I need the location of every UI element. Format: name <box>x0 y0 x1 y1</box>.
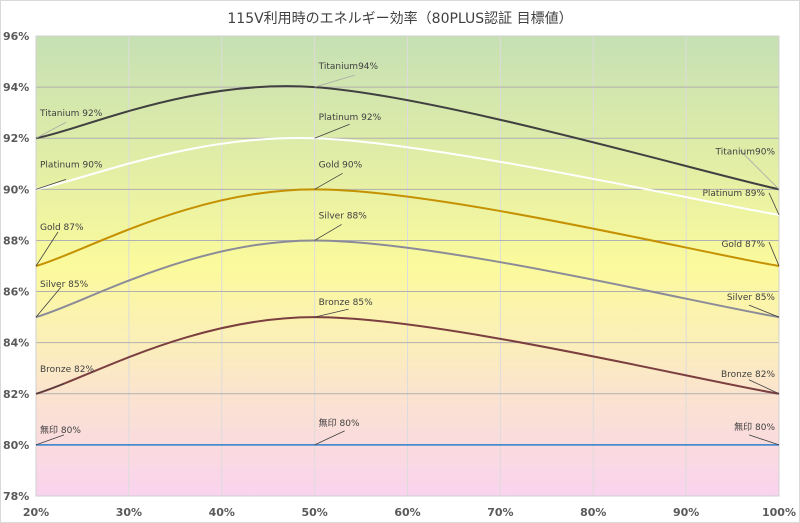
data-label: Titanium90% <box>715 147 776 157</box>
x-tick-label: 30% <box>116 506 142 519</box>
x-tick-label: 50% <box>301 506 327 519</box>
label-leader-line <box>35 383 65 395</box>
label-leader-line <box>314 430 345 446</box>
y-tick-label: 92% <box>3 132 29 145</box>
label-leader-line <box>314 74 355 88</box>
data-label: 無印 80% <box>40 424 81 436</box>
label-leader-line <box>748 379 780 395</box>
y-tick-label: 90% <box>3 183 29 196</box>
label-leader-line <box>738 149 780 190</box>
data-label: 無印 80% <box>319 417 360 429</box>
label-leader-line <box>314 308 349 318</box>
data-label: Bronze 85% <box>319 298 373 308</box>
data-label: Titanium 92% <box>39 109 103 119</box>
data-label: Bronze 82% <box>721 370 775 380</box>
data-label: Gold 90% <box>319 160 363 170</box>
label-leader-line <box>314 172 343 190</box>
y-tick-label: 96% <box>3 30 29 43</box>
data-label: Platinum 92% <box>319 113 382 123</box>
label-leader-line <box>314 123 350 139</box>
label-leader-line <box>35 178 67 190</box>
label-leader-line <box>768 241 780 267</box>
x-tick-label: 70% <box>487 506 513 519</box>
data-label: Gold 87% <box>721 240 765 250</box>
data-label: Gold 87% <box>40 223 84 233</box>
data-label: Platinum 89% <box>702 189 765 199</box>
y-tick-label: 88% <box>3 234 29 247</box>
label-leader-line <box>314 224 342 241</box>
data-label: 無印 80% <box>734 421 775 433</box>
x-tick-label: 20% <box>23 506 49 519</box>
series-line-4 <box>35 316 780 395</box>
data-label: Silver 85% <box>727 293 776 303</box>
y-tick-label: 78% <box>3 490 29 503</box>
y-tick-label: 94% <box>3 81 29 94</box>
label-leader-line <box>35 434 65 446</box>
y-tick-label: 80% <box>3 439 29 452</box>
label-leader-line <box>35 231 59 267</box>
series-line-1 <box>35 136 780 216</box>
label-leader-line <box>35 121 67 139</box>
series-line-3 <box>35 239 780 319</box>
series-line-0 <box>35 85 780 191</box>
chart-title: 115V利用時のエネルギー効率（80PLUS認証 目標値） <box>227 11 573 27</box>
x-tick-label: 40% <box>209 506 235 519</box>
x-tick-label: 90% <box>673 506 699 519</box>
data-label: Bronze 82% <box>40 365 94 375</box>
y-tick-label: 86% <box>3 286 29 299</box>
series-line-2 <box>35 188 780 267</box>
data-label: Platinum 90% <box>40 160 103 170</box>
data-label: Titanium94% <box>318 62 379 72</box>
y-tick-label: 84% <box>3 337 29 350</box>
label-leader-line <box>35 286 62 318</box>
label-leader-line <box>748 434 780 446</box>
data-label: Silver 85% <box>40 280 89 290</box>
x-tick-label: 60% <box>394 506 420 519</box>
x-tick-label: 80% <box>580 506 606 519</box>
label-leader-line <box>768 192 780 216</box>
y-tick-label: 82% <box>3 388 29 401</box>
x-tick-label: 100% <box>762 506 796 519</box>
data-label: Silver 88% <box>319 211 368 221</box>
plot-area: 20% 30% 40% 50% 60% 70% 80% 90% 100% 78% 80% 82% 84%… <box>3 30 796 519</box>
label-leader-line <box>748 304 780 318</box>
